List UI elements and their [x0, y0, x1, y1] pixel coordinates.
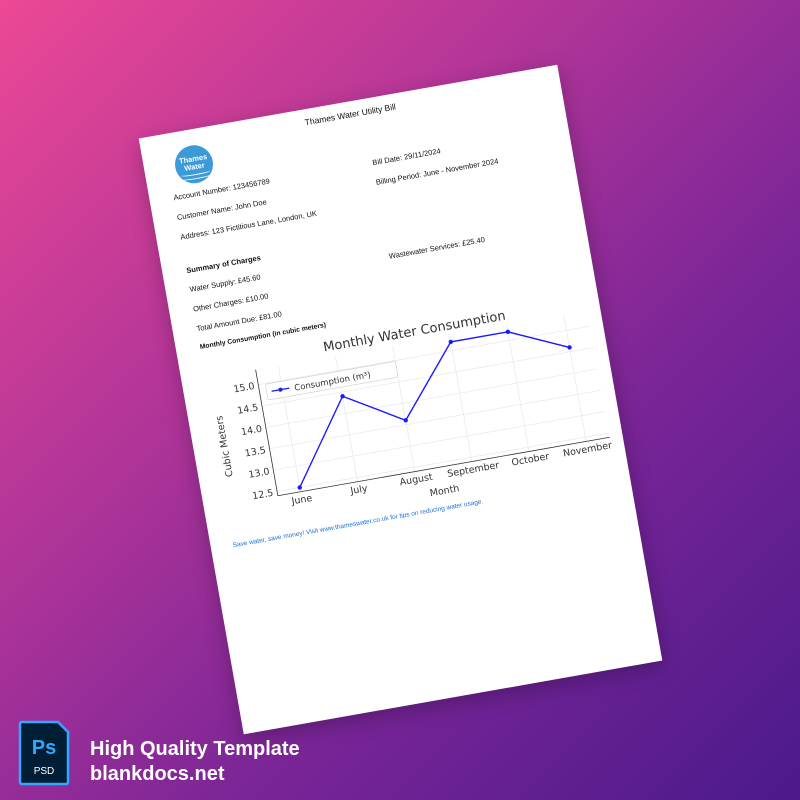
y-tick-label: 12.5: [252, 488, 275, 503]
grid-line-y: [265, 368, 598, 428]
series-line: [299, 331, 570, 488]
y-axis-label: Cubic Meters: [214, 415, 236, 478]
y-tick-label: 15.0: [233, 381, 256, 396]
chart-title: Monthly Water Consumption: [322, 309, 507, 356]
grid-line-x: [563, 315, 587, 442]
data-point: [297, 485, 302, 490]
x-tick-label: September: [447, 460, 501, 480]
badge-ps: Ps: [32, 737, 56, 759]
data-point: [340, 394, 345, 399]
x-tick-label: November: [562, 440, 613, 459]
grid-line-y: [273, 411, 606, 471]
banner-site: blankdocs.net: [90, 763, 225, 785]
x-axis-label: Month: [429, 483, 460, 499]
y-tick-label: 13.0: [248, 466, 271, 481]
legend: Consumption (m³): [265, 361, 399, 400]
y-tick-label: 14.0: [240, 424, 263, 439]
grid-line-x: [506, 325, 530, 452]
data-point: [567, 345, 572, 350]
grid-line-y: [258, 325, 591, 385]
grid-line-y: [269, 389, 602, 450]
legend-marker: [278, 387, 283, 392]
x-tick-label: August: [399, 472, 434, 489]
grid-line-y: [277, 432, 610, 492]
grid-line-y: [261, 347, 594, 407]
grid-line-x: [449, 335, 473, 462]
badge-psd: PSD: [34, 766, 55, 777]
consumption-chart: 12.5 13.0 13.5 14.0 14.5 15.0 June July August Se…: [214, 309, 613, 508]
data-point: [448, 339, 453, 345]
x-tick-label: June: [290, 493, 313, 508]
data-point: [403, 418, 408, 423]
x-axis: [277, 436, 610, 497]
y-tick-label: 14.5: [236, 402, 259, 417]
banner-headline: High Quality Template: [90, 738, 300, 760]
utility-bill-page: Thames Water Utility Bill Thames Water A…: [138, 64, 663, 735]
x-tick-label: July: [349, 483, 369, 497]
photoshop-psd-icon: Ps PSD: [18, 720, 70, 786]
data-point: [505, 329, 511, 335]
y-tick-label: 13.5: [244, 445, 267, 460]
y-axis: [255, 369, 279, 496]
